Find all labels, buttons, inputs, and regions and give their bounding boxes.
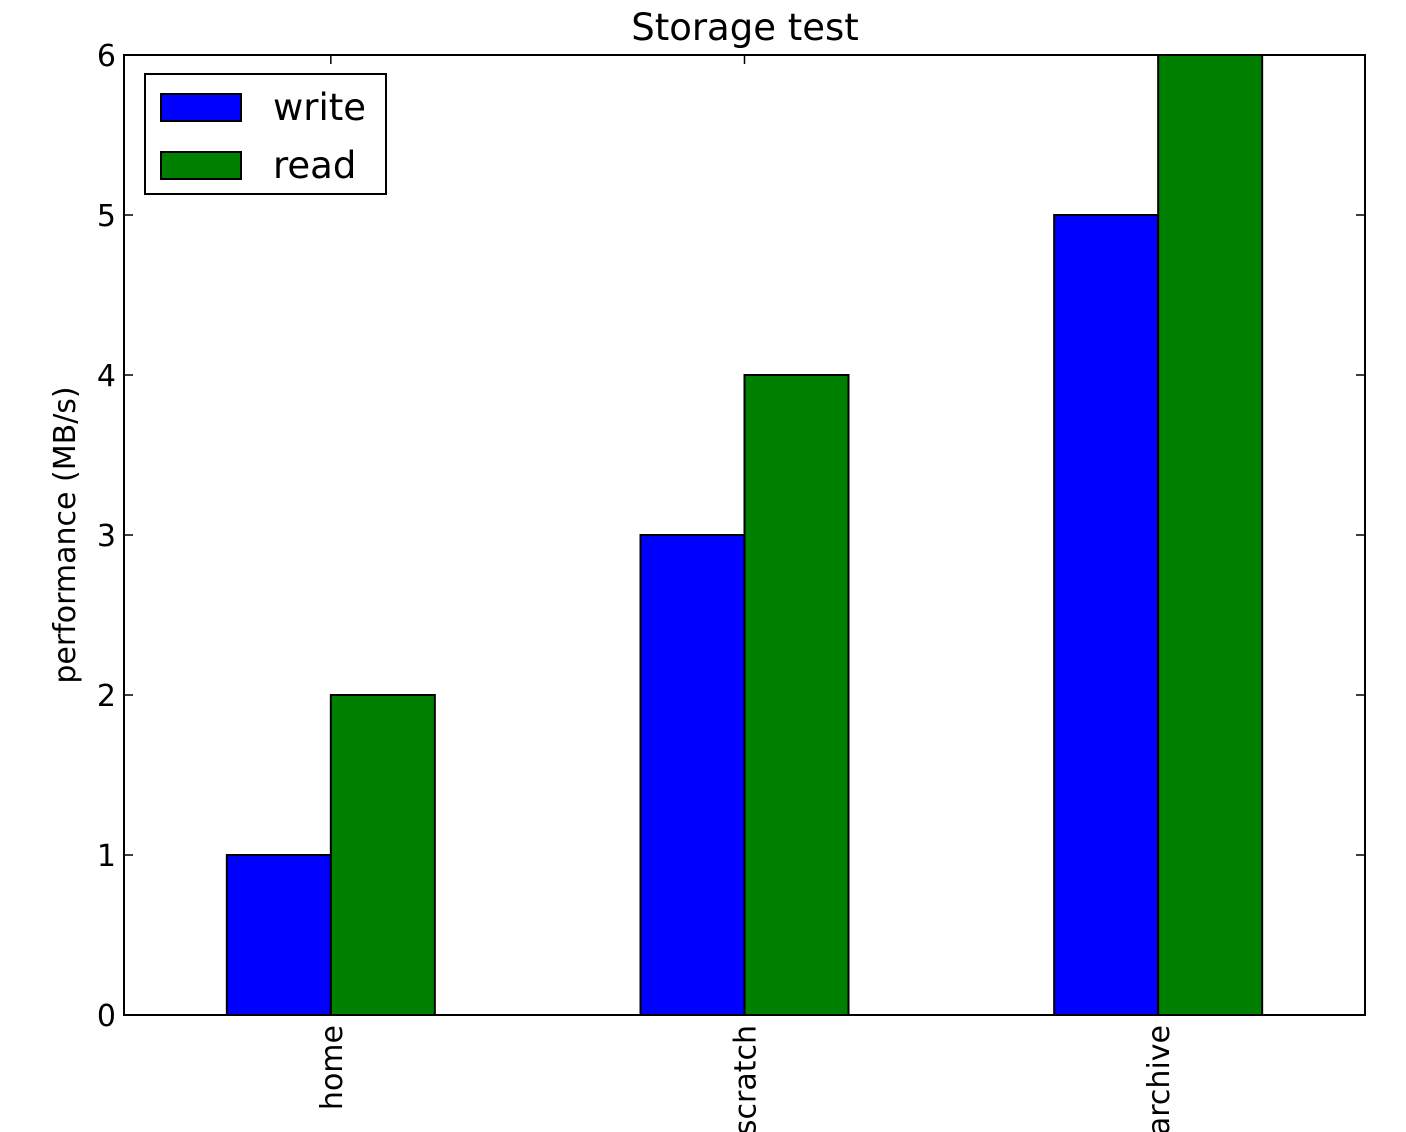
chart-title: Storage test <box>631 6 859 49</box>
y-tick-label: 5 <box>97 199 116 234</box>
x-tick-label-home: home <box>315 1025 350 1110</box>
bar-read-archive <box>1157 54 1264 1016</box>
bar-write-scratch <box>639 534 746 1016</box>
legend-swatch-write <box>160 93 242 122</box>
y-tick-label: 3 <box>97 519 116 554</box>
legend-label-read: read <box>273 144 356 187</box>
bar-write-home <box>225 854 332 1016</box>
bar-read-scratch <box>743 374 850 1016</box>
legend-swatch-read <box>160 151 242 180</box>
x-tick-label-scratch: scratch <box>729 1025 764 1132</box>
bar-write-archive <box>1053 214 1160 1016</box>
y-tick-label: 4 <box>97 359 116 394</box>
y-axis-label: performance (MB/s) <box>48 386 83 683</box>
legend: write read <box>144 73 387 195</box>
y-tick-label: 6 <box>97 39 116 74</box>
y-tick-label: 0 <box>97 999 116 1034</box>
axes-layer: 0 1 2 3 4 5 6 home scratch archive <box>97 39 1366 1132</box>
bar-read-home <box>329 694 436 1016</box>
legend-label-write: write <box>273 86 366 129</box>
y-tick-label: 1 <box>97 839 116 874</box>
bars-layer <box>225 54 1264 1016</box>
y-tick-label: 2 <box>97 679 116 714</box>
x-tick-label-archive: archive <box>1142 1025 1177 1132</box>
